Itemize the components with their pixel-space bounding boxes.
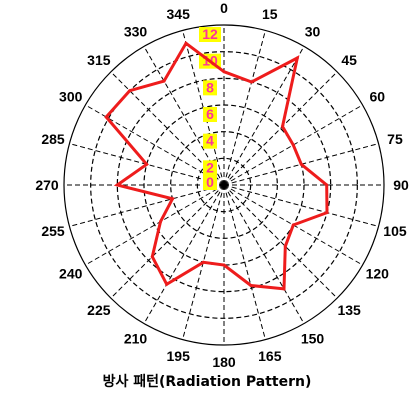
- data-point-15: [250, 80, 254, 84]
- radial-tick-label-2: 2: [206, 159, 214, 175]
- data-point-0: [222, 70, 226, 74]
- angle-label-315: 315: [87, 52, 111, 68]
- angle-label-165: 165: [258, 348, 282, 364]
- angle-label-330: 330: [124, 24, 148, 40]
- data-point-180: [222, 263, 226, 267]
- grid-spoke-150: [223, 184, 305, 324]
- data-point-135: [283, 244, 287, 248]
- angle-label-0: 0: [220, 0, 228, 16]
- radial-tick-label-0: 0: [206, 174, 214, 190]
- angle-label-285: 285: [41, 131, 65, 147]
- grid-ring-4: [170, 131, 278, 239]
- grid-spoke-255: [69, 184, 225, 227]
- data-point-105: [325, 211, 329, 215]
- radial-label-highlight-4: [203, 133, 217, 149]
- data-point-150: [282, 287, 286, 291]
- angle-label-60: 60: [369, 89, 385, 105]
- grid-spoke-30: [223, 46, 305, 186]
- angle-label-240: 240: [59, 266, 83, 282]
- data-point-90: [325, 183, 329, 187]
- grid-spoke-240: [85, 184, 225, 266]
- grid-spoke-165: [223, 184, 266, 340]
- angle-label-210: 210: [124, 330, 148, 346]
- angle-label-225: 225: [87, 302, 111, 318]
- angle-label-180: 180: [212, 354, 236, 370]
- grid-ring-10: [90, 51, 358, 319]
- radial-tick-label-12: 12: [202, 26, 218, 42]
- data-point-60: [291, 143, 295, 147]
- grid-spoke-135: [223, 184, 338, 299]
- data-point-30: [295, 56, 299, 60]
- grid-spoke-300: [85, 104, 225, 186]
- angle-label-120: 120: [366, 266, 390, 282]
- radial-tick-label-4: 4: [206, 133, 214, 149]
- data-point-210: [165, 282, 169, 286]
- data-point-300: [104, 115, 108, 119]
- grid-spoke-210: [143, 184, 225, 324]
- grid-spoke-105: [223, 184, 379, 227]
- data-point-75: [299, 162, 303, 166]
- data-point-345: [184, 41, 188, 45]
- angle-label-105: 105: [383, 223, 407, 239]
- grid-spoke-225: [110, 184, 225, 299]
- angle-label-75: 75: [387, 131, 403, 147]
- angle-label-30: 30: [305, 24, 321, 40]
- angle-label-270: 270: [35, 177, 59, 193]
- series-layer: [104, 41, 329, 291]
- angle-label-195: 195: [167, 348, 191, 364]
- angle-label-90: 90: [393, 177, 409, 193]
- data-point-270: [115, 183, 119, 187]
- data-point-195: [201, 260, 205, 264]
- angle-label-45: 45: [341, 52, 357, 68]
- chart-title: 방사 패턴(Radiation Pattern): [103, 373, 312, 390]
- radial-label-highlight-12: [199, 27, 221, 42]
- grid-spoke-45: [223, 71, 338, 186]
- radial-tick-label-8: 8: [206, 79, 214, 95]
- angle-labels: 0 153045607590105120135150165180195210225…: [35, 0, 409, 370]
- data-point-330: [162, 79, 166, 83]
- data-point-240: [159, 220, 162, 224]
- grid-spoke-15: [223, 30, 266, 186]
- radial-label-highlight-6: [203, 107, 217, 122]
- angle-label-345: 345: [167, 6, 191, 22]
- radial-label-highlight-8: [203, 80, 217, 96]
- data-point-225: [150, 255, 154, 259]
- data-point-255: [171, 197, 174, 201]
- radial-label-highlight-2: [203, 160, 217, 176]
- angle-label-150: 150: [301, 330, 325, 346]
- angle-label-135: 135: [337, 302, 361, 318]
- data-point-285: [145, 162, 149, 166]
- angle-label-300: 300: [59, 89, 83, 105]
- radial-tick-label-6: 6: [206, 106, 214, 122]
- angle-label-255: 255: [41, 223, 65, 239]
- grid-ring-12: [63, 24, 385, 346]
- angle-label-15: 15: [262, 6, 278, 22]
- data-point-120: [291, 223, 295, 227]
- data-point-165: [249, 284, 253, 287]
- radial-label-highlight-0: [203, 175, 217, 190]
- data-point-315: [128, 89, 132, 93]
- data-point-45: [281, 125, 284, 128]
